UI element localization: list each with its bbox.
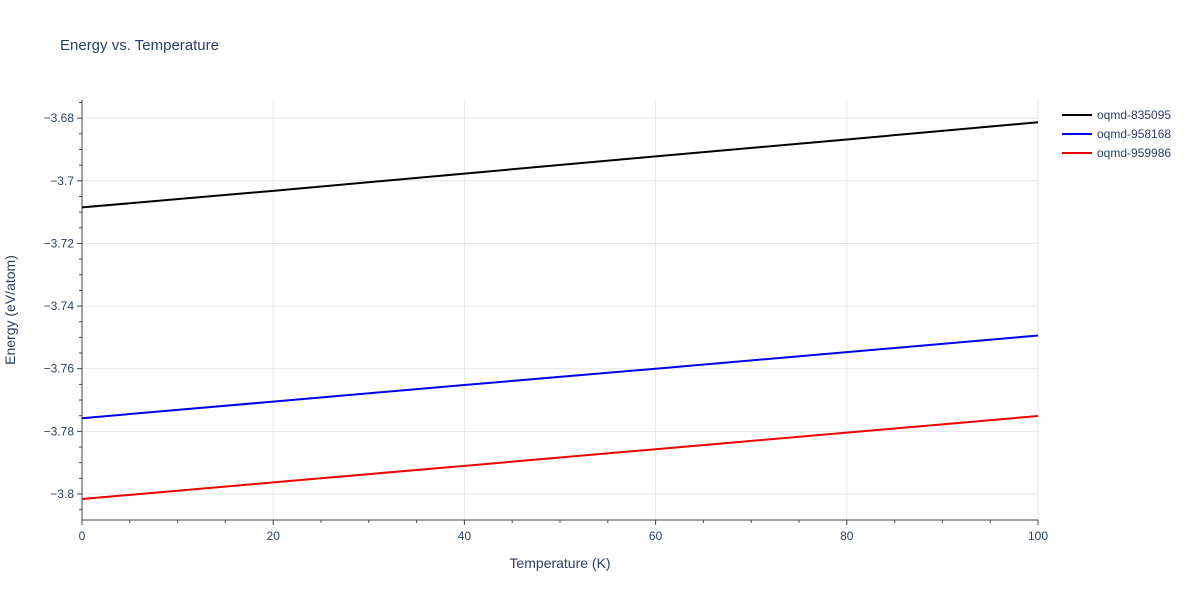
axes [77, 100, 1039, 525]
y-tick-label: −3.72 [44, 236, 75, 250]
series-line-oqmd-835095 [81, 121, 1039, 209]
series-lines [81, 121, 1039, 501]
x-tick-label: 100 [1028, 529, 1048, 543]
y-axis-ticks: −3.8 −3.78 −3.76 −3.74 −3.72 −3.7 −3.68 [44, 111, 75, 501]
x-axis-label: Temperature (K) [509, 555, 610, 571]
y-tick-label: −3.78 [44, 424, 75, 438]
y-axis-label: Energy (eV/atom) [2, 255, 18, 365]
x-tick-label: 40 [458, 529, 472, 543]
legend-item[interactable]: oqmd-958168 [1062, 127, 1171, 141]
legend-label: oqmd-959986 [1097, 146, 1171, 160]
legend[interactable]: oqmd-835095 oqmd-958168 oqmd-959986 [1062, 108, 1171, 160]
x-tick-label: 20 [267, 529, 281, 543]
x-tick-label: 0 [79, 529, 86, 543]
y-tick-label: −3.76 [44, 362, 75, 376]
x-tick-label: 80 [840, 529, 854, 543]
y-tick-label: −3.7 [50, 174, 74, 188]
y-tick-label: −3.68 [44, 111, 75, 125]
series-line-oqmd-959986 [81, 415, 1039, 501]
series-line-oqmd-958168 [81, 334, 1039, 420]
legend-item[interactable]: oqmd-959986 [1062, 146, 1171, 160]
legend-item[interactable]: oqmd-835095 [1062, 108, 1171, 122]
grid-lines [81, 100, 1039, 520]
x-axis-ticks: 0 20 40 60 80 100 [79, 529, 1049, 543]
legend-label: oqmd-835095 [1097, 108, 1171, 122]
x-tick-label: 60 [649, 529, 663, 543]
legend-label: oqmd-958168 [1097, 127, 1171, 141]
y-tick-label: −3.8 [50, 487, 74, 501]
chart-title: Energy vs. Temperature [60, 37, 219, 54]
y-tick-label: −3.74 [44, 299, 75, 313]
